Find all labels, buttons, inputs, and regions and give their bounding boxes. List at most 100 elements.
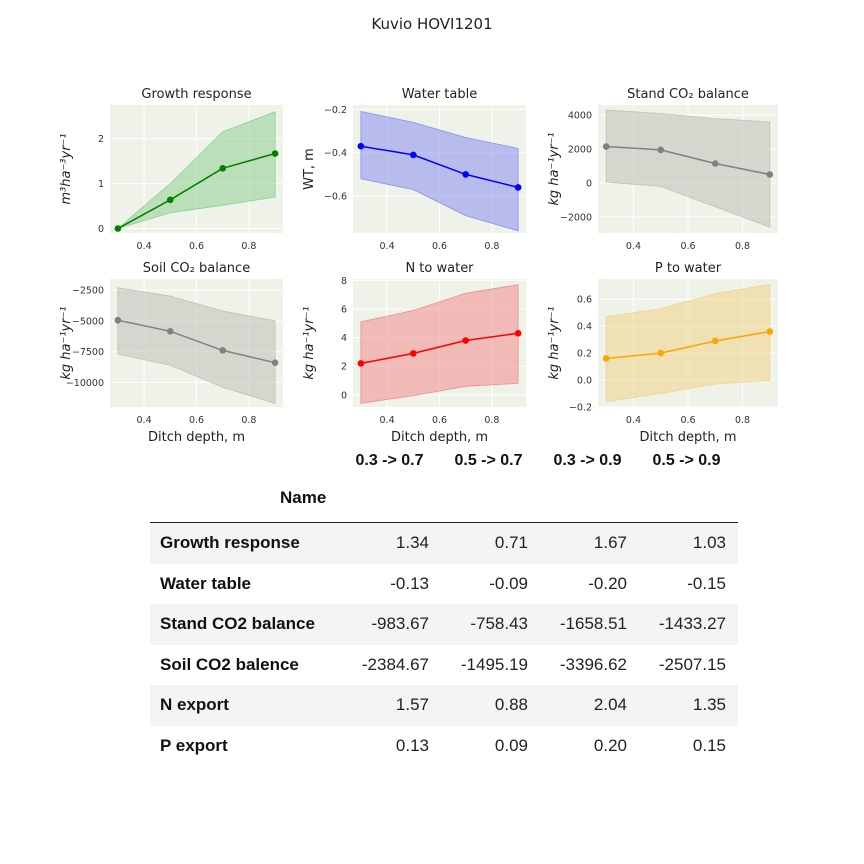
row-label: Soil CO2 balence [160, 654, 299, 674]
series-line [606, 145, 770, 176]
table-row: Soil CO2 balence -2384.67 -1495.19 -3396.62… [150, 645, 738, 686]
y-tick-label: −0.2 [324, 105, 347, 116]
confidence-band [360, 111, 519, 232]
data-point [271, 150, 279, 157]
data-point [114, 225, 122, 232]
x-tick-label: 0.6 [432, 241, 447, 252]
x-axis-label: Ditch depth, m [639, 430, 736, 445]
x-tick-label: 0.4 [626, 415, 641, 426]
y-tick-label: 0.0 [577, 376, 592, 387]
x-tick-label: 0.4 [380, 415, 395, 426]
table-cell: 0.13 [395, 735, 429, 755]
table-cell: 0.88 [494, 695, 528, 715]
chart-title: Water table [402, 87, 478, 102]
series-line [117, 152, 276, 230]
data-point [657, 146, 665, 154]
table-row: Growth response 1.34 0.71 1.67 1.03 [150, 523, 738, 564]
y-axis-label: kg ha⁻¹yr⁻¹ [59, 306, 74, 379]
table-cell: -1658.51 [559, 614, 627, 634]
x-tick-label: 0.8 [241, 241, 256, 252]
chart-panel: 0.4 0.6 0.8 −2500 −5000 −7500 −10000 Soil CO₂ b… [59, 261, 283, 445]
data-point [514, 330, 522, 337]
y-tick-label: −0.4 [324, 148, 347, 159]
chart-panel: 0.4 0.6 0.8 0 1 2 Growth response m³ha⁻³yr⁻¹ [59, 87, 283, 252]
x-tick-label: 0.8 [484, 415, 499, 426]
y-axis-label: WT, m [302, 148, 317, 190]
y-tick-label: −0.2 [569, 403, 592, 414]
x-tick-label: 0.8 [241, 415, 256, 426]
chart-panel: 0.4 0.6 0.8 −0.2 −0.4 −0.6 Water table WT, m [302, 87, 526, 252]
data-point [271, 359, 279, 366]
column-header: 0.5 -> 0.9 [652, 452, 721, 469]
chart-panel: 0.4 0.6 0.8 0.6 0.4 0.2 0.0 −0.2 P to water kg ha… [547, 261, 778, 445]
row-label: N export [160, 695, 229, 715]
confidence-band [605, 283, 771, 403]
y-tick-label: 2 [341, 362, 347, 373]
x-tick-label: 0.4 [626, 241, 641, 252]
table-cell: 1.35 [692, 695, 726, 715]
figure-title: Kuvio HOVI1201 [371, 15, 492, 33]
table-cell: -2507.15 [658, 654, 726, 674]
chart-title: Soil CO₂ balance [143, 261, 250, 276]
y-tick-label: −7500 [72, 347, 104, 358]
y-tick-label: 0 [586, 178, 592, 189]
data-point [219, 347, 227, 354]
y-tick-label: 2000 [568, 145, 592, 156]
x-tick-label: 0.4 [137, 241, 152, 252]
table-cell: 0.09 [494, 735, 528, 755]
series-line [360, 332, 519, 365]
y-tick-label: −5000 [72, 316, 104, 327]
table-row: P export 0.13 0.09 0.20 0.15 [150, 726, 738, 767]
table-header-row: 0.3 -> 0.7 0.5 -> 0.7 0.3 -> 0.9 0.5 -> … [150, 448, 738, 474]
chart-title: P to water [655, 261, 722, 276]
y-tick-label: −0.6 [324, 192, 347, 203]
column-header: 0.3 -> 0.9 [553, 452, 622, 469]
chart-title: Growth response [141, 87, 251, 102]
x-tick-label: 0.6 [189, 415, 204, 426]
table-cell: 0.71 [494, 533, 528, 553]
chart-panel: 0.4 0.6 0.8 0 2 4 6 8 N to water kg ha⁻¹yr⁻¹ Ditch… [302, 261, 526, 445]
table-cell: -758.43 [470, 614, 528, 634]
row-label: Water table [160, 573, 252, 593]
x-tick-label: 0.6 [189, 241, 204, 252]
data-point [602, 143, 610, 150]
data-point [766, 328, 774, 335]
table-cell: -1433.27 [658, 614, 726, 634]
data-point [166, 196, 174, 204]
y-tick-label: 0.2 [577, 349, 592, 360]
series-line [606, 330, 770, 360]
y-tick-label: 1 [98, 179, 104, 190]
x-tick-label: 0.8 [735, 241, 750, 252]
table-row: Stand CO2 balance -983.67 -758.43 -1658.51 -… [150, 604, 738, 645]
table-cell: -0.09 [489, 573, 528, 593]
chart-panel: 0.4 0.6 0.8 4000 2000 0 −2000 Stand CO₂ balance… [547, 87, 778, 252]
y-tick-label: −10000 [66, 378, 104, 389]
data-point [219, 165, 227, 172]
row-label: P export [160, 735, 228, 755]
y-tick-label: −2000 [560, 212, 592, 223]
y-axis-label: m³ha⁻³yr⁻¹ [59, 133, 74, 204]
x-tick-label: 0.8 [735, 415, 750, 426]
y-tick-label: 4 [341, 333, 347, 344]
table-cell: 2.04 [593, 695, 627, 715]
data-point [602, 355, 610, 362]
y-axis-label: kg ha⁻¹yr⁻¹ [547, 132, 562, 205]
x-tick-label: 0.6 [680, 415, 695, 426]
data-point [357, 142, 365, 150]
series-line [360, 145, 519, 189]
y-tick-label: 0.4 [577, 322, 592, 333]
table-row: Water table -0.13 -0.09 -0.20 -0.15 [150, 564, 738, 605]
table-cell: -1495.19 [460, 654, 528, 674]
y-tick-label: −2500 [72, 286, 104, 297]
chart-title: N to water [405, 261, 474, 276]
table-cell: -2384.67 [361, 654, 429, 674]
x-tick-label: 0.4 [137, 415, 152, 426]
x-tick-label: 0.6 [680, 241, 695, 252]
chart-title: Stand CO₂ balance [627, 87, 749, 102]
data-point [462, 337, 470, 344]
table-cell: -0.13 [390, 573, 429, 593]
data-point [514, 184, 522, 191]
y-tick-label: 0.6 [577, 295, 592, 306]
data-point [766, 171, 774, 178]
